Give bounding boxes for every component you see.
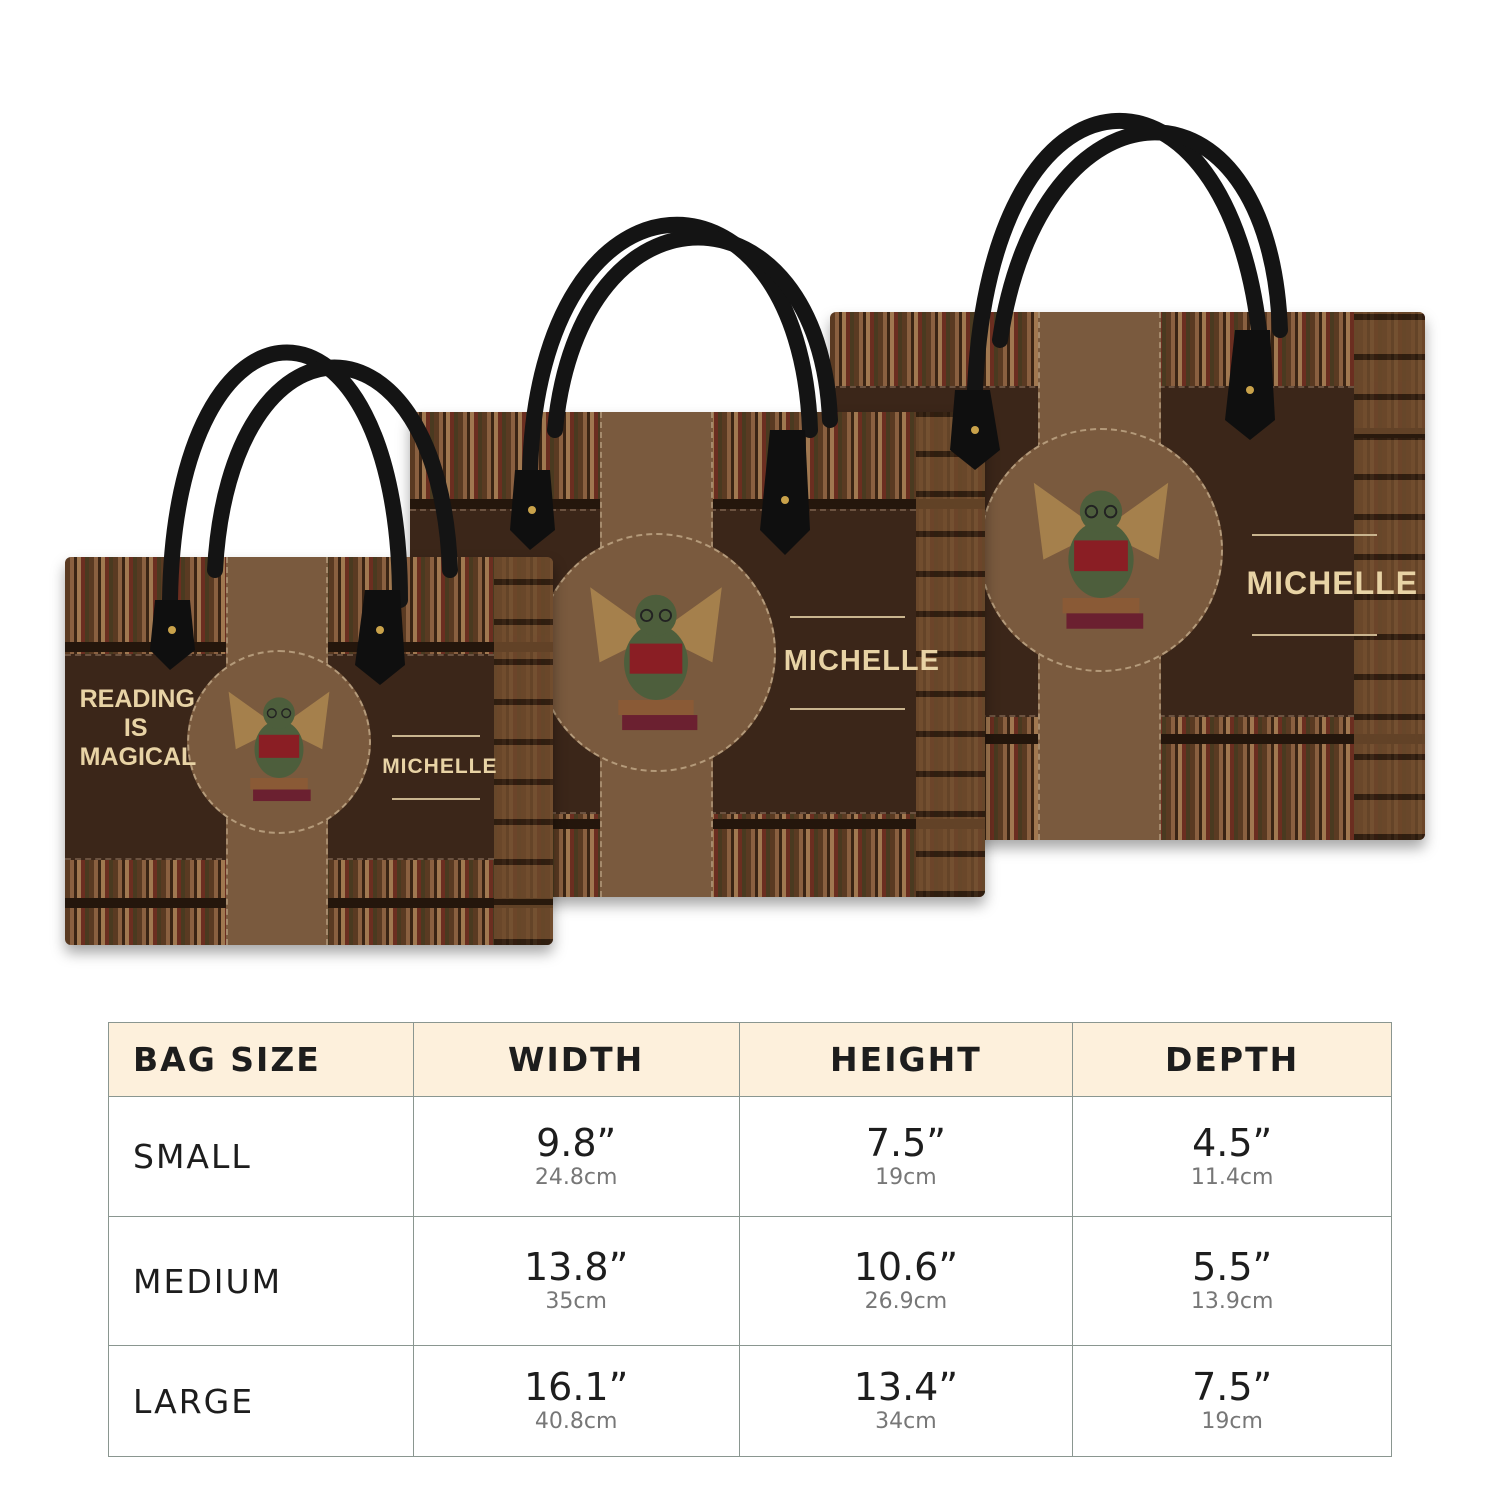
medium-handle-front [547, 229, 838, 438]
value-cm: 40.8cm [534, 1409, 618, 1434]
side-panel [1353, 312, 1425, 840]
slogan-line: MAGICAL [79, 742, 197, 771]
flourish-top [1252, 533, 1378, 536]
depth-cell: 4.5” 11.4cm [1072, 1096, 1392, 1217]
depth-cell: 7.5” 19cm [1072, 1345, 1392, 1457]
value-inches: 13.8” [524, 1245, 629, 1289]
header-bag-size: BAG SIZE [108, 1022, 414, 1097]
height-cell: 13.4” 34cm [738, 1345, 1074, 1457]
width-cell: 13.8” 35cm [412, 1216, 740, 1346]
header-height: HEIGHT [738, 1022, 1074, 1097]
size-label: SMALL [108, 1096, 414, 1217]
side-panel [494, 557, 553, 945]
dragon-reading-icon [1033, 482, 1168, 629]
value-inches: 10.6” [853, 1245, 959, 1289]
flourish-top [789, 615, 905, 618]
value-inches: 4.5” [1192, 1120, 1273, 1165]
dragon-reading-icon [228, 691, 330, 802]
flourish-top [391, 735, 480, 738]
flourish-bottom [391, 797, 480, 800]
height-cell: 7.5” 19cm [738, 1096, 1074, 1217]
table-row: MEDIUM 13.8” 35cm 10.6” 26.9cm 5.5” 13.9cm [108, 1216, 1392, 1346]
small-bag: READING IS MAGICAL MICHELLE [65, 557, 553, 945]
bag-name-text: MICHELLE [1246, 565, 1419, 602]
bag-name-text: MICHELLE [783, 644, 940, 677]
value-cm: 26.9cm [864, 1289, 948, 1314]
value-cm: 19cm [1201, 1409, 1263, 1434]
value-cm: 19cm [875, 1164, 937, 1190]
table-header-row: BAG SIZE WIDTH HEIGHT DEPTH [108, 1022, 1392, 1097]
size-table: BAG SIZE WIDTH HEIGHT DEPTH SMALL 9.8” 24… [108, 1022, 1392, 1457]
slogan-line: IS [123, 713, 148, 742]
value-cm: 35cm [545, 1289, 607, 1314]
table-row: SMALL 9.8” 24.8cm 7.5” 19cm 4.5” 11.4cm [108, 1096, 1392, 1217]
dragon-medallion [536, 533, 776, 773]
value-inches: 7.5” [1192, 1365, 1273, 1409]
product-scene: MICHELLE MICHELLE [65, 113, 1425, 945]
width-cell: 16.1” 40.8cm [412, 1345, 740, 1457]
value-cm: 24.8cm [534, 1164, 618, 1190]
width-cell: 9.8” 24.8cm [412, 1096, 740, 1217]
size-label: LARGE [108, 1345, 414, 1457]
value-cm: 11.4cm [1190, 1164, 1274, 1190]
height-cell: 10.6” 26.9cm [738, 1216, 1074, 1346]
value-inches: 5.5” [1192, 1245, 1273, 1289]
header-width: WIDTH [412, 1022, 740, 1097]
size-label: MEDIUM [108, 1216, 414, 1346]
value-cm: 34cm [875, 1409, 937, 1434]
large-handle-front [992, 124, 1288, 348]
bag-name-text: MICHELLE [382, 754, 498, 778]
value-cm: 13.9cm [1190, 1289, 1274, 1314]
slogan-line: READING [79, 685, 195, 714]
dragon-medallion [978, 428, 1223, 673]
dragon-medallion [187, 650, 371, 835]
slogan: READING IS MAGICAL [79, 685, 197, 771]
value-inches: 9.8” [536, 1120, 617, 1165]
value-inches: 7.5” [865, 1120, 946, 1165]
table-row: LARGE 16.1” 40.8cm 13.4” 34cm 7.5” 19cm [108, 1345, 1392, 1457]
flourish-bottom [1252, 634, 1378, 637]
dragon-reading-icon [590, 586, 722, 730]
value-inches: 13.4” [853, 1365, 959, 1409]
side-panel [916, 412, 985, 897]
value-inches: 16.1” [524, 1365, 629, 1409]
flourish-bottom [789, 707, 905, 710]
depth-cell: 5.5” 13.9cm [1072, 1216, 1392, 1346]
header-depth: DEPTH [1072, 1022, 1392, 1097]
